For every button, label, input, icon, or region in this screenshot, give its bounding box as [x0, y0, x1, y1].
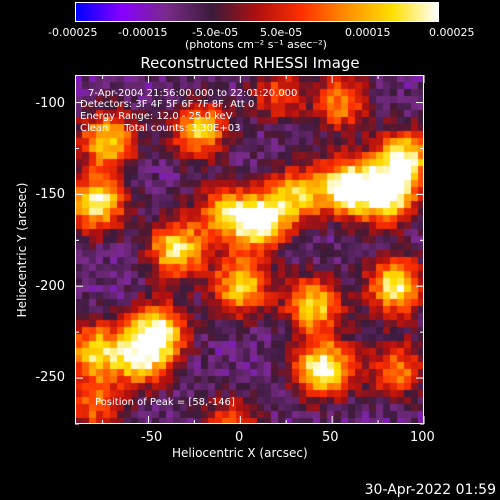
y-tick-label: -150	[35, 187, 65, 202]
y-tick-label: -200	[35, 279, 65, 294]
heatmap-image	[75, 75, 424, 424]
x-axis-label: Heliocentric X (arcsec)	[172, 446, 308, 460]
colorbar-tick: 5.0e-05	[260, 26, 303, 39]
y-tick-label: -100	[35, 96, 65, 111]
x-tick-label: 50	[322, 430, 339, 445]
info-time-range: 7-Apr-2004 21:56:00.000 to 22:01:20.000	[88, 88, 298, 99]
page-title: Reconstructed RHESSI Image	[140, 54, 360, 72]
x-tick-label: 100	[410, 430, 435, 445]
colorbar	[75, 2, 439, 22]
x-tick-label: -50	[141, 430, 163, 445]
x-tick-label: 0	[235, 430, 244, 445]
timestamp: 30-Apr-2022 01:59	[364, 482, 496, 498]
info-clean-counts: Clean Total counts: 3.30E+03	[80, 123, 241, 134]
colorbar-tick: 0.00015	[345, 26, 391, 39]
colorbar-tick: -5.0e-05	[192, 26, 239, 39]
colorbar-unit-label: (photons cm⁻² s⁻¹ asec⁻²)	[185, 38, 327, 51]
y-tick-label: -250	[35, 370, 65, 385]
colorbar-tick: -0.00025	[48, 26, 98, 39]
colorbar-tick: 0.00025	[429, 26, 475, 39]
y-axis-label: Heliocentric Y (arcsec)	[15, 182, 29, 318]
peak-position: Position of Peak = [58,-146]	[95, 397, 235, 408]
colorbar-tick: -0.00015	[118, 26, 168, 39]
info-detectors: Detectors: 3F 4F 5F 6F 7F 8F, Att 0	[80, 99, 255, 110]
info-energy-range: Energy Range: 12.0 - 25.0 keV	[80, 111, 233, 122]
